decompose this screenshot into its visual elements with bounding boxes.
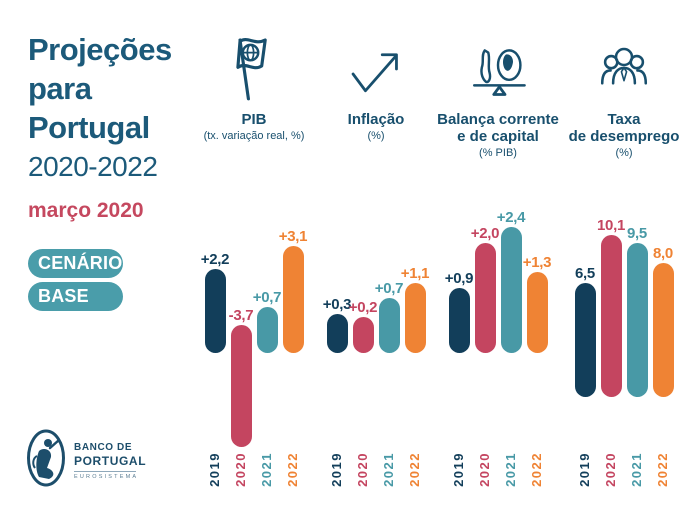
bank-name-line1: BANCO DE: [74, 441, 133, 453]
year-label: 2019: [207, 452, 222, 487]
value-label: +1,1: [400, 265, 430, 283]
value-label: -3,7: [228, 307, 254, 324]
projection-period: 2020-2022: [28, 151, 158, 182]
year-label: 2022: [407, 452, 422, 487]
value-label: +2,0: [470, 225, 500, 242]
bar-balan-a-corrente-2019: [448, 288, 470, 353]
scenario-pill-base: BASE: [28, 282, 123, 311]
people-icon: [544, 25, 700, 105]
year-label: 2022: [529, 452, 544, 487]
value-label: 6,5: [575, 264, 595, 282]
value-label: +3,1: [278, 227, 308, 245]
bar-pib-2022: [282, 245, 304, 353]
bar-infla-o-2020: [352, 317, 374, 353]
bar-balan-a-corrente-2022: [526, 271, 548, 353]
bar-infla-o-2022: [404, 283, 426, 353]
chart-header-taxa: Taxa de desemprego (%): [544, 25, 700, 159]
scenario-pills: CENÁRIO BASE: [28, 249, 123, 315]
year-label: 2022: [285, 452, 300, 487]
year-label: 2022: [655, 452, 670, 487]
bar-infla-o-2021: [378, 298, 400, 353]
value-label: +0,2: [348, 299, 378, 317]
bar-taxa-2021: [626, 242, 648, 397]
bar-infla-o-2019: [326, 313, 348, 353]
bar-taxa-2019: [574, 282, 596, 397]
bank-logo-text: BANCO DE PORTUGAL EUROSISTEMA: [74, 442, 146, 480]
bank-emblem-icon: [26, 428, 66, 493]
value-label: +2,4: [496, 208, 526, 226]
bar-taxa-2020: [600, 234, 622, 397]
bar-taxa-2022: [652, 262, 674, 397]
publication-date: março 2020: [28, 199, 144, 222]
year-label: 2020: [355, 452, 370, 487]
title-line-3: Portugal: [28, 110, 150, 145]
bar-pib-2020: [230, 325, 252, 448]
value-label: +0,7: [252, 289, 282, 307]
sidebar: Projeções para Portugal 2020-2022 março …: [28, 30, 198, 223]
chart-header-infla-o: Inflação (%): [296, 25, 456, 142]
year-label: 2019: [329, 452, 344, 487]
year-label: 2019: [451, 452, 466, 487]
bar-pib-2021: [256, 307, 278, 353]
year-label: 2020: [477, 452, 492, 487]
chart-subtitle: (tx. variação real, %): [203, 130, 305, 142]
chart-subtitle: (%): [367, 130, 385, 142]
bar-pib-2019: [204, 268, 226, 353]
page-title: Projeções para Portugal: [28, 30, 198, 147]
chart-title: PIB: [241, 111, 267, 128]
year-label: 2021: [503, 452, 518, 487]
value-label: +0,7: [374, 280, 404, 298]
bar-balan-a-corrente-2020: [474, 243, 496, 353]
year-label: 2021: [381, 452, 396, 487]
chart-subtitle: (% PIB): [479, 147, 517, 159]
year-label: 2020: [233, 452, 248, 487]
value-label: 9,5: [627, 224, 647, 242]
value-label: +0,9: [444, 270, 474, 288]
scenario-pill-cenario: CENÁRIO: [28, 249, 123, 278]
chart-title: Inflação: [347, 111, 405, 128]
value-label: +2,2: [200, 250, 230, 268]
value-label: 8,0: [653, 244, 673, 262]
eurosystem-label: EUROSISTEMA: [74, 470, 136, 480]
title-line-2: para: [28, 71, 92, 106]
year-label: 2021: [629, 452, 644, 487]
bar-balan-a-corrente-2021: [500, 226, 522, 353]
chart-header-pib: PIB (tx. variação real, %): [174, 25, 334, 142]
chart-header-balan-a-corrente: Balança corrente e de capital (% PIB): [418, 25, 578, 159]
value-label: +0,3: [322, 295, 352, 313]
year-label: 2021: [259, 452, 274, 487]
value-label: +1,3: [522, 253, 552, 271]
year-label: 2019: [577, 452, 592, 487]
banco-de-portugal-logo: BANCO DE PORTUGAL EUROSISTEMA: [26, 428, 146, 493]
title-line-1: Projeções: [28, 32, 172, 67]
bank-name-line2: PORTUGAL: [74, 453, 147, 468]
chart-title: Balança corrente e de capital: [437, 111, 559, 145]
flag-icon: [174, 25, 334, 105]
growth-arrow-icon: [296, 25, 456, 105]
value-label: 10,1: [597, 216, 625, 234]
year-label: 2020: [603, 452, 618, 487]
balance-icon: [418, 25, 578, 105]
bar-chart-area: +2,2 2019 -3,7 2020 +0,7 2021 +3,1 2022 +0,3 2019…: [0, 170, 700, 525]
chart-subtitle: (%): [615, 147, 633, 159]
chart-title: Taxa de desemprego: [568, 111, 680, 145]
